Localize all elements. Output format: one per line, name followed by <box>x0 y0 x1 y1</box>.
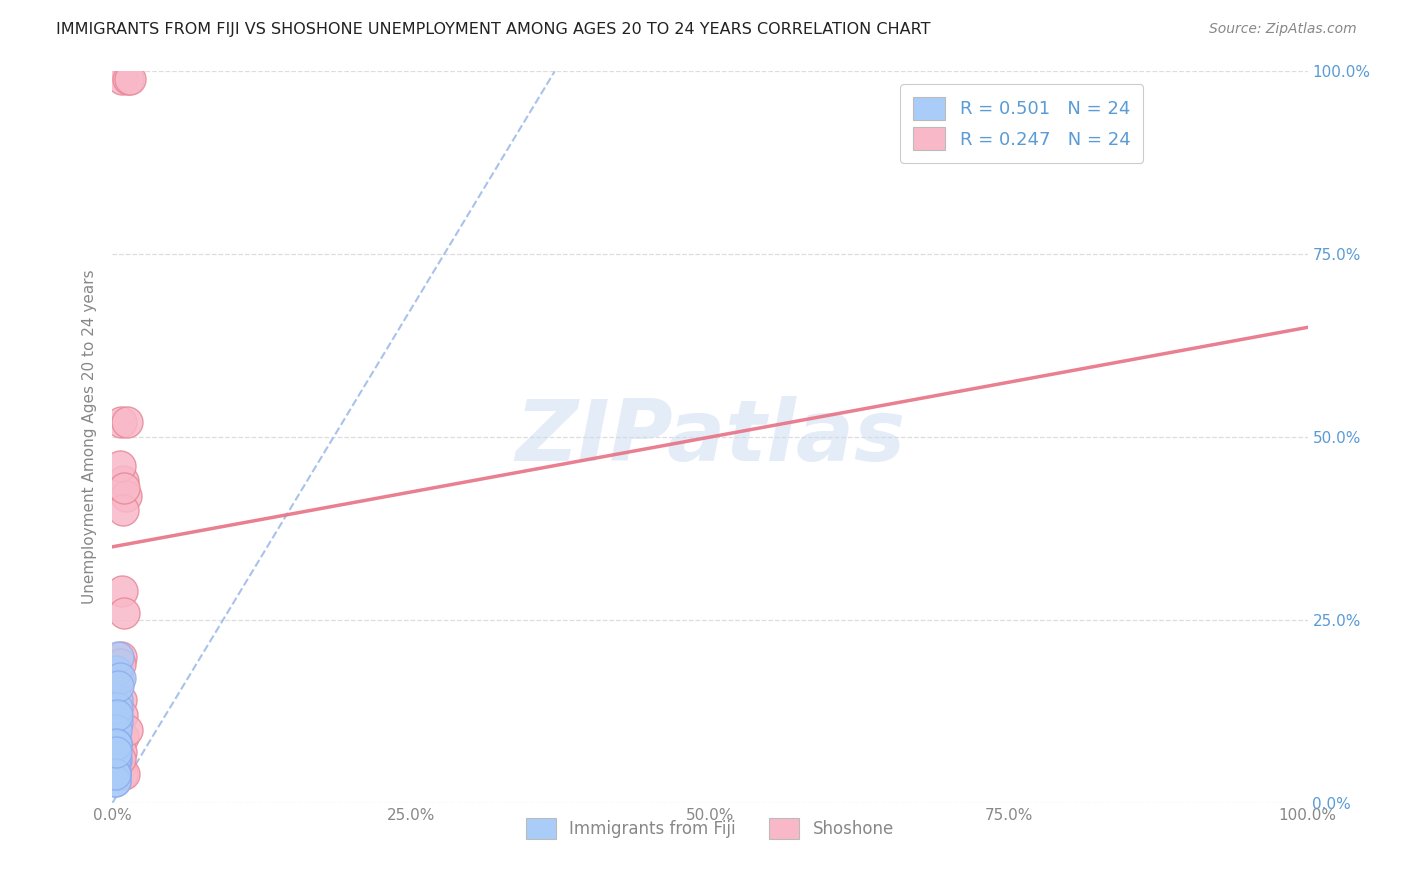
Point <box>108 459 131 474</box>
Point <box>115 723 138 737</box>
Point <box>105 737 128 751</box>
Text: IMMIGRANTS FROM FIJI VS SHOSHONE UNEMPLOYMENT AMONG AGES 20 TO 24 YEARS CORRELAT: IMMIGRANTS FROM FIJI VS SHOSHONE UNEMPLO… <box>56 22 931 37</box>
Point <box>114 606 135 620</box>
Point <box>104 752 127 766</box>
Point <box>105 693 128 707</box>
Point <box>105 745 128 759</box>
Y-axis label: Unemployment Among Ages 20 to 24 years: Unemployment Among Ages 20 to 24 years <box>82 269 97 605</box>
Point <box>110 745 132 759</box>
Point <box>105 708 128 723</box>
Legend: Immigrants from Fiji, Shoshone: Immigrants from Fiji, Shoshone <box>519 811 901 846</box>
Point <box>114 766 135 780</box>
Point <box>107 649 129 664</box>
Point <box>105 715 128 730</box>
Point <box>115 416 138 430</box>
Point <box>104 773 127 788</box>
Point <box>112 730 135 744</box>
Point <box>105 723 128 737</box>
Point <box>112 474 135 488</box>
Point <box>114 481 135 495</box>
Point <box>108 672 131 686</box>
Point <box>105 708 128 723</box>
Point <box>108 657 131 671</box>
Point <box>112 503 135 517</box>
Point <box>111 71 134 86</box>
Point <box>117 71 139 86</box>
Point <box>104 773 127 788</box>
Point <box>107 679 129 693</box>
Point <box>104 730 127 744</box>
Point <box>111 583 134 598</box>
Point <box>110 693 132 707</box>
Point <box>107 672 129 686</box>
Text: ZIPatlas: ZIPatlas <box>515 395 905 479</box>
Point <box>108 759 131 773</box>
Point <box>105 664 128 678</box>
Point <box>110 649 132 664</box>
Point <box>111 766 134 780</box>
Text: Source: ZipAtlas.com: Source: ZipAtlas.com <box>1209 22 1357 37</box>
Point <box>104 766 127 780</box>
Point <box>104 759 127 773</box>
Point <box>105 737 128 751</box>
Point <box>110 416 132 430</box>
Point <box>108 752 131 766</box>
Point <box>111 708 134 723</box>
Point <box>105 752 128 766</box>
Point <box>105 737 128 751</box>
Point <box>120 71 142 86</box>
Point <box>104 766 127 780</box>
Point <box>104 766 127 780</box>
Point <box>105 700 128 714</box>
Point <box>104 766 127 780</box>
Point <box>114 489 136 503</box>
